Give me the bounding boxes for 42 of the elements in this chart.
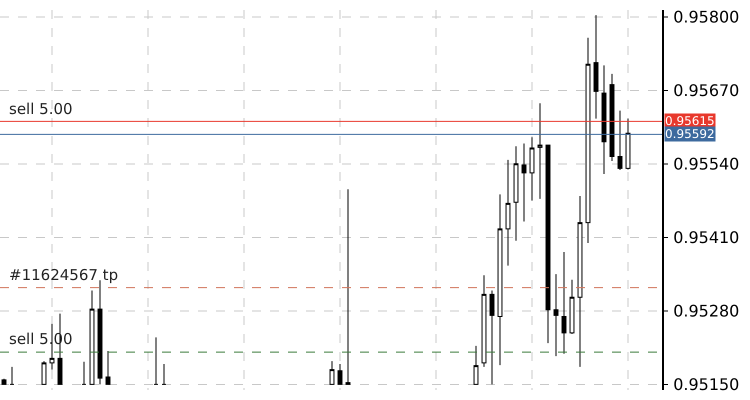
- candlestick: [626, 118, 630, 170]
- candlestick: [10, 366, 14, 385]
- y-tick-label: 0.95280: [673, 301, 740, 320]
- candlestick: [506, 159, 510, 266]
- candlestick: [522, 142, 526, 222]
- candlestick: [554, 274, 558, 357]
- candlestick: [514, 146, 518, 242]
- candlestick: [594, 14, 598, 120]
- candlestick: [538, 102, 542, 200]
- candlestick: [562, 252, 566, 354]
- candlestick: [346, 188, 350, 385]
- candlestick: [42, 360, 46, 385]
- candlestick: [98, 280, 102, 385]
- y-tick-label: 0.95800: [673, 7, 740, 26]
- candlestick: [154, 336, 158, 385]
- candlestick: [530, 136, 534, 202]
- candlestick: [490, 290, 494, 385]
- candlestick: [2, 378, 6, 385]
- candlestick: [610, 73, 614, 162]
- candlestick: [330, 360, 334, 385]
- candlestick: [90, 290, 94, 385]
- candlestick: [498, 194, 502, 366]
- candlestick: [162, 363, 166, 385]
- candlestick: [82, 361, 86, 385]
- candlestick: [482, 274, 486, 368]
- y-tick-label: 0.95410: [673, 228, 740, 247]
- candlestick: [474, 345, 478, 385]
- ref-line-label: 0.95592: [665, 127, 715, 141]
- candlestick: [546, 144, 550, 344]
- y-tick-label: 0.95540: [673, 154, 740, 174]
- y-tick-label: 0.95150: [673, 374, 740, 394]
- candlestick: [618, 110, 622, 171]
- ref-line-label: #11624567 tp: [9, 266, 118, 284]
- ref-line-label: 0.95615: [665, 114, 715, 128]
- candlestick: [578, 196, 582, 368]
- candlestick: [338, 363, 342, 385]
- candlestick: [586, 37, 590, 244]
- candlestick: [570, 279, 574, 335]
- candlestick: [602, 64, 606, 174]
- candlestick: [106, 350, 110, 385]
- y-tick-label: 0.95670: [673, 80, 740, 100]
- annotation: sell 5.00: [9, 100, 73, 118]
